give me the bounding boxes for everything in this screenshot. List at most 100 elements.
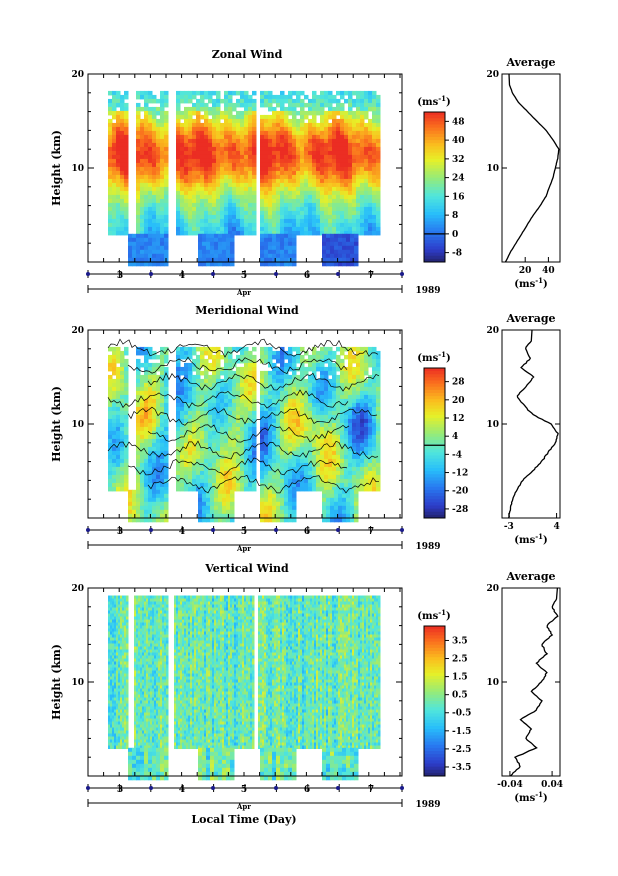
day-axis-marker — [211, 528, 215, 532]
colorbar-label: -12 — [452, 469, 468, 479]
colorbar-swatch — [424, 237, 445, 241]
colorbar-swatch — [424, 697, 445, 702]
colorbar-swatch — [424, 402, 445, 406]
colorbar-swatch — [424, 249, 445, 254]
colorbar-swatch — [424, 760, 445, 764]
colorbar-swatch — [424, 638, 445, 643]
colorbar-swatch — [424, 644, 445, 649]
colorbar-label: 48 — [452, 117, 465, 127]
colorbar-swatch — [424, 464, 445, 469]
colorbar-swatch — [424, 660, 445, 664]
colorbar-swatch — [424, 212, 445, 216]
colorbar-swatch — [424, 666, 445, 671]
day-axis-marker — [274, 272, 278, 276]
colorbar-swatch — [424, 396, 445, 400]
colorbar-swatch — [424, 405, 445, 410]
colorbar-swatch — [424, 380, 445, 385]
colorbar-swatch — [424, 732, 445, 736]
average-x-label: 0.04 — [541, 780, 563, 790]
colorbar-label: 24 — [452, 174, 465, 184]
colorbar-swatch — [424, 368, 445, 372]
day-label: 7 — [368, 785, 374, 795]
colorbar-swatch — [424, 763, 445, 768]
day-label: 5 — [241, 271, 247, 281]
colorbar-swatch — [424, 158, 445, 163]
colorbar-swatch — [424, 486, 445, 491]
day-label: 6 — [304, 785, 310, 795]
y-axis-label: Height (km) — [50, 130, 63, 206]
day-label: 4 — [179, 527, 185, 537]
colorbar-swatch — [424, 190, 445, 194]
colorbar-label: -2.5 — [452, 745, 471, 755]
colorbar-swatch — [424, 676, 445, 680]
zero-contours — [107, 338, 380, 494]
colorbar-swatch — [424, 149, 445, 154]
colorbar-swatch — [424, 508, 445, 513]
colorbar-swatch — [424, 635, 445, 639]
colorbar-swatch — [424, 430, 445, 435]
colorbar-swatch — [424, 389, 445, 394]
y-tick-label: 20 — [71, 584, 84, 594]
panel-3: Vertical Wind 10 20 Height (km) 3 4 5 6 7 Apr 1989… — [50, 562, 563, 826]
colorbar-label: 4 — [452, 432, 458, 442]
average-x-label: -0.04 — [497, 780, 523, 790]
colorbar: (ms-1)48 40 32 24 16 8 0 -8 — [417, 94, 465, 263]
colorbar-swatch — [424, 679, 445, 683]
panel-title: Zonal Wind — [212, 48, 283, 61]
colorbar-swatch — [424, 511, 445, 516]
colorbar-swatch — [424, 707, 445, 711]
day-label: 6 — [304, 527, 310, 537]
colorbar-swatch — [424, 480, 445, 485]
colorbar-swatch — [424, 252, 445, 257]
colorbar-swatch — [424, 168, 445, 172]
colorbar-swatch — [424, 218, 445, 222]
colorbar-swatch — [424, 669, 445, 674]
day-axis-marker — [86, 786, 90, 790]
average-y-label: 20 — [486, 326, 499, 336]
colorbar-swatch — [424, 133, 445, 138]
colorbar-swatch — [424, 672, 445, 677]
average-title: Average — [505, 570, 555, 583]
day-axis-marker — [211, 272, 215, 276]
colorbar-swatch — [424, 227, 445, 232]
average-panel: Average 10 20 20 40(ms-1) — [486, 56, 561, 290]
colorbar-swatch — [424, 741, 445, 746]
average-frame — [501, 587, 561, 777]
day-label: 5 — [241, 785, 247, 795]
colorbar-swatch — [424, 411, 445, 416]
average-profile-line — [504, 73, 560, 263]
colorbar-swatch — [424, 694, 445, 699]
month-label: Apr — [236, 288, 251, 297]
colorbar-label: 3.5 — [452, 636, 468, 646]
day-axis-marker — [336, 786, 340, 790]
colorbar-swatch — [424, 121, 445, 125]
colorbar-swatch — [424, 682, 445, 686]
colorbar-swatch — [424, 208, 445, 213]
colorbar-swatch — [424, 769, 445, 774]
colorbar-swatch — [424, 747, 445, 752]
colorbar-label: 8 — [452, 211, 458, 221]
average-x-label: -3 — [504, 522, 514, 532]
colorbar-swatch — [424, 174, 445, 179]
colorbar-swatch — [424, 729, 445, 733]
colorbar-swatch — [424, 427, 445, 431]
average-y-label: 10 — [486, 678, 499, 688]
colorbar-swatch — [424, 421, 445, 425]
year-label: 1989 — [415, 286, 440, 296]
colorbar-swatch — [424, 258, 445, 263]
colorbar-swatch — [424, 193, 445, 197]
colorbar-swatch — [424, 255, 445, 260]
colorbar-swatch — [424, 726, 445, 730]
colorbar-swatch — [424, 626, 445, 630]
colorbar-swatch — [424, 691, 445, 696]
average-profile-line — [509, 587, 559, 777]
colorbar-swatch — [424, 183, 445, 188]
colorbar-swatch — [424, 751, 445, 755]
colorbar-swatch — [424, 514, 445, 519]
colorbar-swatch — [424, 738, 445, 743]
colorbar-unit: (ms-1) — [417, 94, 450, 108]
y-tick-label: 10 — [71, 678, 84, 688]
average-y-label: 10 — [486, 420, 499, 430]
colorbar-swatch — [424, 744, 445, 749]
